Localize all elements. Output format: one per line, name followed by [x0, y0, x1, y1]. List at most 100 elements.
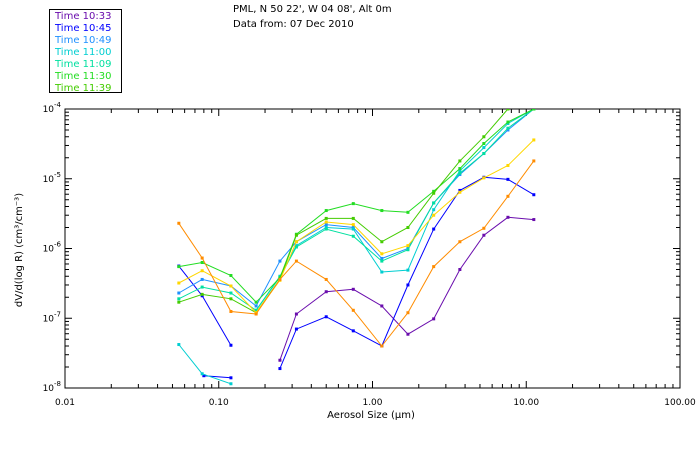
data-point	[532, 109, 536, 111]
data-date-header: Data from: 07 Dec 2010	[233, 19, 354, 30]
data-point	[294, 240, 298, 244]
data-point	[482, 176, 486, 180]
data-point	[532, 218, 536, 222]
data-point	[506, 215, 510, 219]
series-layer	[177, 109, 536, 386]
y-tick-label: 10-6	[43, 241, 62, 255]
data-point	[458, 190, 462, 194]
data-point	[532, 159, 536, 163]
y-tick-label: 10-8	[43, 380, 61, 394]
data-point	[200, 372, 204, 376]
data-point	[351, 329, 355, 333]
series-1	[278, 215, 536, 362]
data-point	[229, 284, 233, 288]
data-point	[406, 311, 410, 315]
data-point	[229, 382, 233, 386]
x-tick-label: 0.10	[209, 398, 229, 408]
legend-entry: Time 11:39	[55, 83, 112, 94]
x-tick-label: 10.00	[513, 398, 539, 408]
data-point	[351, 308, 355, 312]
data-point	[458, 240, 462, 244]
data-point	[432, 227, 436, 231]
data-point	[177, 281, 181, 285]
data-point	[458, 167, 462, 171]
data-point	[324, 209, 328, 213]
data-point	[324, 223, 328, 227]
data-point	[254, 308, 258, 312]
data-point	[482, 233, 486, 237]
data-point	[254, 300, 258, 304]
data-point	[177, 343, 181, 347]
data-point	[351, 234, 355, 238]
data-point	[506, 163, 510, 167]
data-point	[482, 152, 486, 156]
data-point	[294, 233, 298, 237]
data-point	[351, 202, 355, 206]
data-point	[254, 312, 258, 316]
data-point	[177, 300, 181, 304]
data-point	[351, 287, 355, 291]
data-point	[254, 304, 258, 308]
x-tick-label: 100.00	[664, 398, 696, 408]
data-point	[200, 256, 204, 260]
legend-entry: Time 11:00	[55, 47, 112, 58]
data-point	[458, 171, 462, 175]
legend-entry: Time 10:33	[55, 11, 112, 22]
data-point	[380, 344, 384, 348]
data-point	[380, 270, 384, 274]
data-point	[177, 297, 181, 301]
data-point	[458, 188, 462, 192]
series-line	[255, 109, 535, 311]
data-point	[380, 240, 384, 244]
data-point	[200, 269, 204, 273]
data-point	[177, 221, 181, 225]
data-point	[458, 169, 462, 173]
data-point	[324, 227, 328, 231]
location-header: PML, N 50 22', W 04 08', Alt 0m	[233, 4, 392, 15]
data-point	[324, 226, 328, 230]
data-point	[406, 332, 410, 336]
data-point	[229, 297, 233, 301]
series-line	[178, 109, 509, 314]
data-point	[432, 208, 436, 212]
series-9	[177, 159, 536, 348]
data-point	[229, 291, 233, 295]
data-point	[532, 193, 536, 197]
y-tick-label: 10-5	[43, 171, 61, 185]
data-point	[506, 120, 510, 124]
data-point	[278, 358, 282, 362]
data-point	[200, 285, 204, 289]
data-point	[229, 309, 233, 313]
data-point	[458, 159, 462, 163]
data-point	[506, 194, 510, 198]
data-point	[406, 268, 410, 272]
data-point	[482, 226, 486, 230]
data-point	[202, 374, 206, 378]
data-point	[506, 126, 510, 130]
data-point	[278, 367, 282, 371]
x-axis-title: Aerosol Size (μm)	[327, 410, 415, 421]
data-point	[380, 252, 384, 256]
data-point	[200, 277, 204, 281]
data-point	[324, 220, 328, 224]
data-point	[229, 343, 233, 347]
data-point	[482, 135, 486, 139]
series-8	[177, 138, 536, 315]
data-point	[532, 138, 536, 142]
data-point	[177, 291, 181, 295]
y-tick-label: 10-4	[43, 101, 62, 115]
data-point	[324, 216, 328, 220]
data-point	[294, 312, 298, 316]
data-point	[294, 245, 298, 249]
data-point	[200, 292, 204, 296]
legend-entry: Time 10:49	[55, 35, 112, 46]
data-point	[324, 277, 328, 281]
data-point	[177, 265, 181, 269]
data-point	[458, 267, 462, 271]
data-point	[482, 142, 486, 146]
data-point	[229, 376, 233, 380]
data-point	[432, 317, 436, 321]
data-point	[506, 109, 510, 111]
data-point	[406, 248, 410, 252]
